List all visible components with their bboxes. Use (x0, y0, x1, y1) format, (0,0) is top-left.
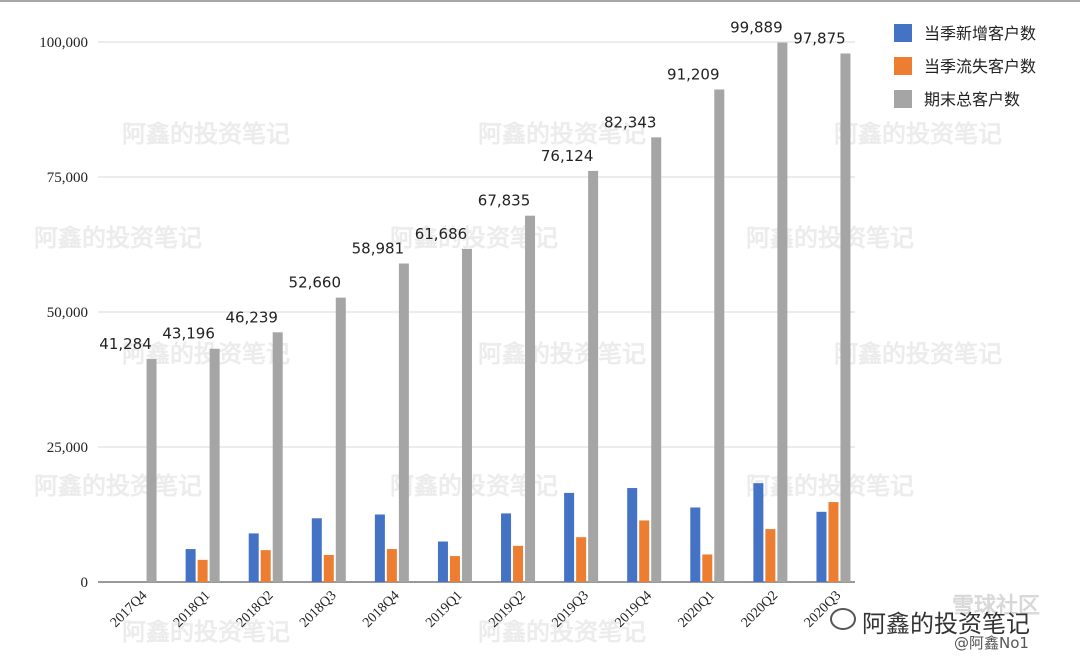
bar-total (651, 137, 662, 583)
data-label: 46,239 (225, 308, 278, 326)
data-label: 61,686 (415, 225, 468, 243)
data-label: 67,835 (478, 192, 531, 210)
bar-total (335, 297, 346, 582)
watermark-text: 阿鑫的投资笔记 (34, 224, 202, 252)
data-label: 91,209 (667, 65, 720, 83)
bar-total (525, 215, 536, 583)
bar-new (564, 492, 575, 582)
watermark-text: 阿鑫的投资笔记 (122, 618, 290, 646)
bar-total (461, 248, 472, 582)
legend-label: 当季流失客户数 (924, 57, 1036, 76)
bar-total (209, 348, 220, 582)
data-label: 52,660 (289, 274, 342, 292)
y-axis: 0 25,000 50,000 75,000 100,000 (39, 35, 88, 591)
bar-new (501, 513, 512, 582)
legend-swatch (894, 90, 912, 108)
bars: 41,284 43,196 46,239 52,660 58,981 61,686 67,8… (99, 19, 851, 583)
x-tick-label: 2020Q1 (676, 588, 719, 631)
account-handle: @阿鑫No1 (954, 634, 1029, 652)
data-label: 82,343 (604, 113, 657, 131)
x-tick-label: 2019Q1 (423, 588, 466, 631)
data-label: 41,284 (99, 335, 152, 353)
bar-lost (639, 520, 650, 582)
bar-new (753, 483, 764, 582)
account-name: 阿鑫的投资笔记 (862, 610, 1030, 638)
bar-lost (513, 545, 524, 582)
bar-lost (386, 549, 397, 582)
x-tick-label: 2018Q3 (297, 588, 340, 631)
watermark-text: 阿鑫的投资笔记 (834, 120, 1002, 148)
bar-total (272, 332, 283, 582)
x-tick-label: 2020Q2 (739, 588, 782, 631)
bar-new (690, 507, 701, 582)
bar-total (588, 170, 599, 582)
bar-lost (576, 537, 587, 582)
bar-new (185, 549, 196, 582)
watermark-text: 阿鑫的投资笔记 (478, 340, 646, 368)
bar-lost (260, 550, 271, 582)
bar-lost (449, 556, 460, 582)
bar-new (311, 518, 322, 582)
bar-lost (323, 555, 334, 582)
bar-new (248, 533, 259, 582)
watermark-text: 阿鑫的投资笔记 (122, 120, 290, 148)
bar-total (840, 53, 851, 583)
watermark-text: 阿鑫的投资笔记 (746, 224, 914, 252)
community-name: 雪球社区 (952, 594, 1041, 619)
watermark-text: 阿鑫的投资笔记 (34, 472, 202, 500)
data-label: 58,981 (352, 240, 405, 258)
y-tick-label: 75,000 (47, 170, 88, 186)
legend-swatch (894, 24, 912, 42)
watermark-text: 阿鑫的投资笔记 (834, 340, 1002, 368)
legend-label: 当季新增客户数 (924, 24, 1036, 43)
watermark-text: 阿鑫的投资笔记 (746, 472, 914, 500)
y-tick-label: 50,000 (47, 305, 88, 321)
bar-lost (828, 502, 839, 582)
data-label: 43,196 (162, 325, 215, 343)
x-tick-label: 2018Q4 (360, 588, 403, 631)
bar-new (816, 511, 827, 582)
y-tick-label: 100,000 (39, 35, 88, 51)
bar-new (627, 488, 638, 582)
wechat-icon (830, 608, 856, 630)
bar-total (777, 42, 788, 582)
gridlines (98, 41, 855, 583)
bar-lost (702, 554, 713, 582)
bar-lost (765, 529, 776, 582)
legend-label: 期末总客户数 (924, 90, 1020, 109)
bar-total (398, 263, 409, 582)
bar-total (146, 359, 157, 582)
bar-lost (197, 559, 208, 582)
brand-block: 雪球社区 阿鑫的投资笔记 @阿鑫No1 (830, 588, 1075, 658)
data-label: 76,124 (541, 147, 594, 165)
watermark-text: 阿鑫的投资笔记 (478, 618, 646, 646)
watermark-text: 阿鑫的投资笔记 (478, 120, 646, 148)
y-tick-label: 25,000 (47, 440, 88, 456)
data-label: 99,889 (730, 19, 783, 37)
bar-total (714, 89, 725, 582)
data-label: 97,875 (793, 29, 846, 47)
legend-swatch (894, 57, 912, 75)
bar-new (374, 514, 385, 582)
y-tick-label: 0 (81, 575, 89, 591)
bar-new (437, 541, 448, 582)
